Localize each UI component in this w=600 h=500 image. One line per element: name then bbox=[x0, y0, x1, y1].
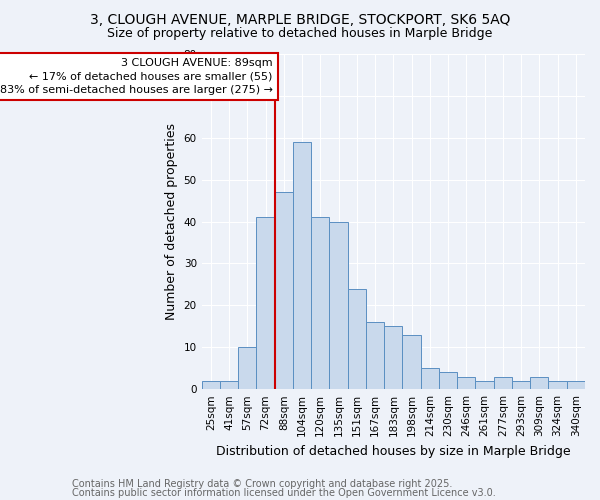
Bar bbox=[238, 348, 256, 389]
Bar bbox=[475, 381, 494, 389]
Bar bbox=[347, 288, 366, 389]
Text: 3, CLOUGH AVENUE, MARPLE BRIDGE, STOCKPORT, SK6 5AQ: 3, CLOUGH AVENUE, MARPLE BRIDGE, STOCKPO… bbox=[90, 12, 510, 26]
Bar bbox=[220, 381, 238, 389]
Text: 3 CLOUGH AVENUE: 89sqm
← 17% of detached houses are smaller (55)
83% of semi-det: 3 CLOUGH AVENUE: 89sqm ← 17% of detached… bbox=[0, 58, 273, 94]
Bar bbox=[311, 218, 329, 389]
Bar bbox=[457, 376, 475, 389]
Bar bbox=[293, 142, 311, 389]
Text: Contains public sector information licensed under the Open Government Licence v3: Contains public sector information licen… bbox=[72, 488, 496, 498]
Bar bbox=[439, 372, 457, 389]
Bar bbox=[421, 368, 439, 389]
Text: Size of property relative to detached houses in Marple Bridge: Size of property relative to detached ho… bbox=[107, 28, 493, 40]
X-axis label: Distribution of detached houses by size in Marple Bridge: Distribution of detached houses by size … bbox=[216, 444, 571, 458]
Bar bbox=[512, 381, 530, 389]
Bar bbox=[366, 322, 384, 389]
Bar bbox=[256, 218, 275, 389]
Bar bbox=[275, 192, 293, 389]
Bar bbox=[403, 334, 421, 389]
Text: Contains HM Land Registry data © Crown copyright and database right 2025.: Contains HM Land Registry data © Crown c… bbox=[72, 479, 452, 489]
Bar bbox=[384, 326, 403, 389]
Bar bbox=[567, 381, 585, 389]
Bar bbox=[530, 376, 548, 389]
Y-axis label: Number of detached properties: Number of detached properties bbox=[165, 123, 178, 320]
Bar bbox=[494, 376, 512, 389]
Bar bbox=[548, 381, 567, 389]
Bar bbox=[329, 222, 347, 389]
Bar bbox=[202, 381, 220, 389]
